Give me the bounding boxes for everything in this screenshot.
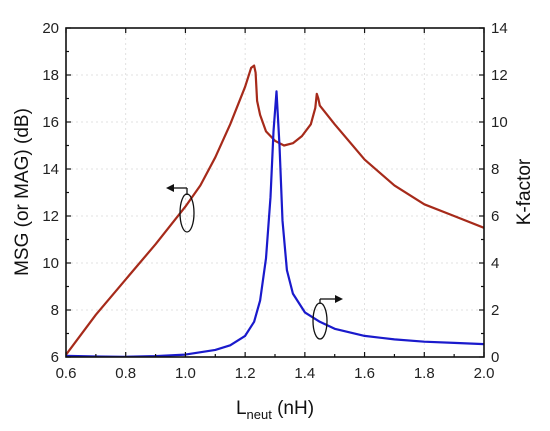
x-axis-title-unit: (nH) — [272, 398, 314, 419]
y-right-tick-label: 0 — [491, 349, 499, 366]
x-tick-label: 0.6 — [56, 365, 77, 382]
y-right-tick-label: 2 — [491, 302, 499, 319]
tick-labels: 0.6 0.8 1.0 1.2 1.4 1.6 1.8 2.0 6 8 10 12 14 16 18 20 0 2… — [42, 20, 507, 382]
left-arrow-icon — [166, 184, 174, 192]
msg-series-line — [66, 64, 484, 356]
y-right-tick-label: 6 — [491, 208, 499, 225]
y-left-tick-label: 8 — [51, 302, 59, 319]
y-right-tick-label: 14 — [491, 20, 508, 37]
y-left-tick-label: 12 — [42, 208, 59, 225]
x-tick-label: 2.0 — [474, 365, 495, 382]
x-axis-title: Lneut (nH) — [236, 398, 314, 422]
msg-axis-marker — [166, 184, 195, 233]
x-tick-label: 1.6 — [354, 365, 375, 382]
y-left-tick-label: 18 — [42, 67, 59, 84]
y-left-axis-title: MSG (or MAG) (dB) — [12, 108, 33, 276]
plot-area — [65, 27, 485, 358]
tick-marks — [65, 27, 485, 358]
y-left-tick-label: 6 — [51, 349, 59, 366]
series-layer — [66, 64, 484, 357]
y-right-tick-label: 8 — [491, 161, 499, 178]
plot-background — [66, 28, 484, 357]
x-tick-label: 0.8 — [115, 365, 136, 382]
kfactor-axis-marker — [312, 295, 343, 340]
y-left-tick-label: 20 — [42, 20, 59, 37]
y-left-tick-label: 16 — [42, 114, 59, 131]
x-axis-title-main: L — [236, 398, 247, 419]
x-tick-label: 1.4 — [294, 365, 315, 382]
right-arrow-icon — [335, 295, 343, 303]
y-left-tick-label: 14 — [42, 161, 59, 178]
x-tick-label: 1.2 — [235, 365, 256, 382]
y-right-tick-label: 12 — [491, 67, 508, 84]
kfactor-series-line — [66, 90, 484, 357]
y-right-tick-label: 10 — [491, 114, 508, 131]
x-tick-label: 1.8 — [414, 365, 435, 382]
y-left-tick-label: 10 — [42, 255, 59, 272]
x-axis-title-subscript: neut — [247, 407, 273, 422]
y-right-tick-label: 4 — [491, 255, 499, 272]
x-tick-label: 1.0 — [175, 365, 196, 382]
y-right-axis-title: K-factor — [514, 158, 535, 225]
